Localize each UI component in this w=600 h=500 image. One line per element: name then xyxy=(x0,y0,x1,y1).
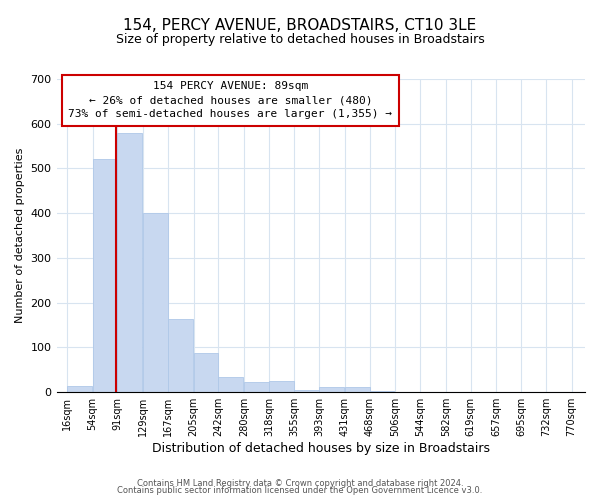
X-axis label: Distribution of detached houses by size in Broadstairs: Distribution of detached houses by size … xyxy=(152,442,490,455)
Bar xyxy=(92,158,118,392)
Y-axis label: Number of detached properties: Number of detached properties xyxy=(15,148,25,324)
Bar xyxy=(244,382,269,392)
Bar xyxy=(118,132,142,392)
Bar xyxy=(143,213,167,392)
Text: Size of property relative to detached houses in Broadstairs: Size of property relative to detached ho… xyxy=(116,32,484,46)
Text: 154 PERCY AVENUE: 89sqm
← 26% of detached houses are smaller (480)
73% of semi-d: 154 PERCY AVENUE: 89sqm ← 26% of detache… xyxy=(68,81,392,119)
Text: Contains public sector information licensed under the Open Government Licence v3: Contains public sector information licen… xyxy=(118,486,482,495)
Bar xyxy=(168,320,193,392)
Bar xyxy=(67,386,92,392)
Bar xyxy=(269,382,294,392)
Bar xyxy=(218,376,243,392)
Bar xyxy=(370,391,394,392)
Bar xyxy=(294,390,319,392)
Text: Contains HM Land Registry data © Crown copyright and database right 2024.: Contains HM Land Registry data © Crown c… xyxy=(137,478,463,488)
Bar xyxy=(345,387,370,392)
Bar xyxy=(194,354,218,392)
Bar xyxy=(319,387,344,392)
Text: 154, PERCY AVENUE, BROADSTAIRS, CT10 3LE: 154, PERCY AVENUE, BROADSTAIRS, CT10 3LE xyxy=(124,18,476,32)
